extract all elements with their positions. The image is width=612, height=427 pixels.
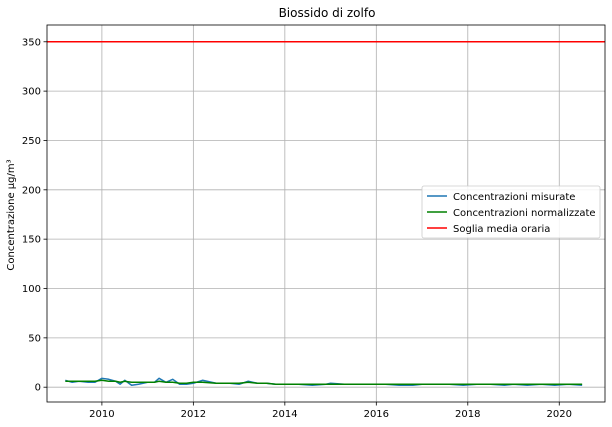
y-axis-label: Concentrazione μg/m³ (6, 159, 17, 270)
legend-label-normalized: Concentrazioni normalizzate (453, 208, 596, 219)
y-tick-label: 200 (22, 185, 41, 196)
x-axis: 2010 2012 2014 2016 2018 2020 (89, 402, 572, 420)
x-tick-label: 2016 (364, 409, 389, 420)
series-layer (47, 41, 605, 386)
y-tick-label: 300 (22, 87, 41, 98)
y-tick-label: 250 (22, 136, 41, 147)
y-tick-label: 100 (22, 284, 41, 295)
y-tick-label: 350 (22, 37, 41, 48)
x-tick-label: 2014 (272, 409, 297, 420)
y-axis: 0 50 100 150 200 250 300 350 (22, 37, 47, 394)
x-tick-label: 2018 (455, 409, 480, 420)
y-tick-label: 150 (22, 235, 41, 246)
legend-label-threshold: Soglia media oraria (453, 224, 550, 235)
x-tick-label: 2010 (89, 409, 114, 420)
y-tick-label: 50 (28, 333, 41, 344)
legend-label-measured: Concentrazioni misurate (453, 192, 575, 203)
y-tick-label: 0 (35, 383, 41, 394)
series-line-normalized (65, 379, 583, 385)
legend: Concentrazioni misurate Concentrazioni n… (421, 185, 601, 239)
plot-frame (46, 24, 606, 403)
chart-title: Biossido di zolfo (279, 6, 376, 20)
x-tick-label: 2020 (547, 409, 572, 420)
legend-box (421, 185, 601, 239)
x-tick-label: 2012 (181, 409, 206, 420)
